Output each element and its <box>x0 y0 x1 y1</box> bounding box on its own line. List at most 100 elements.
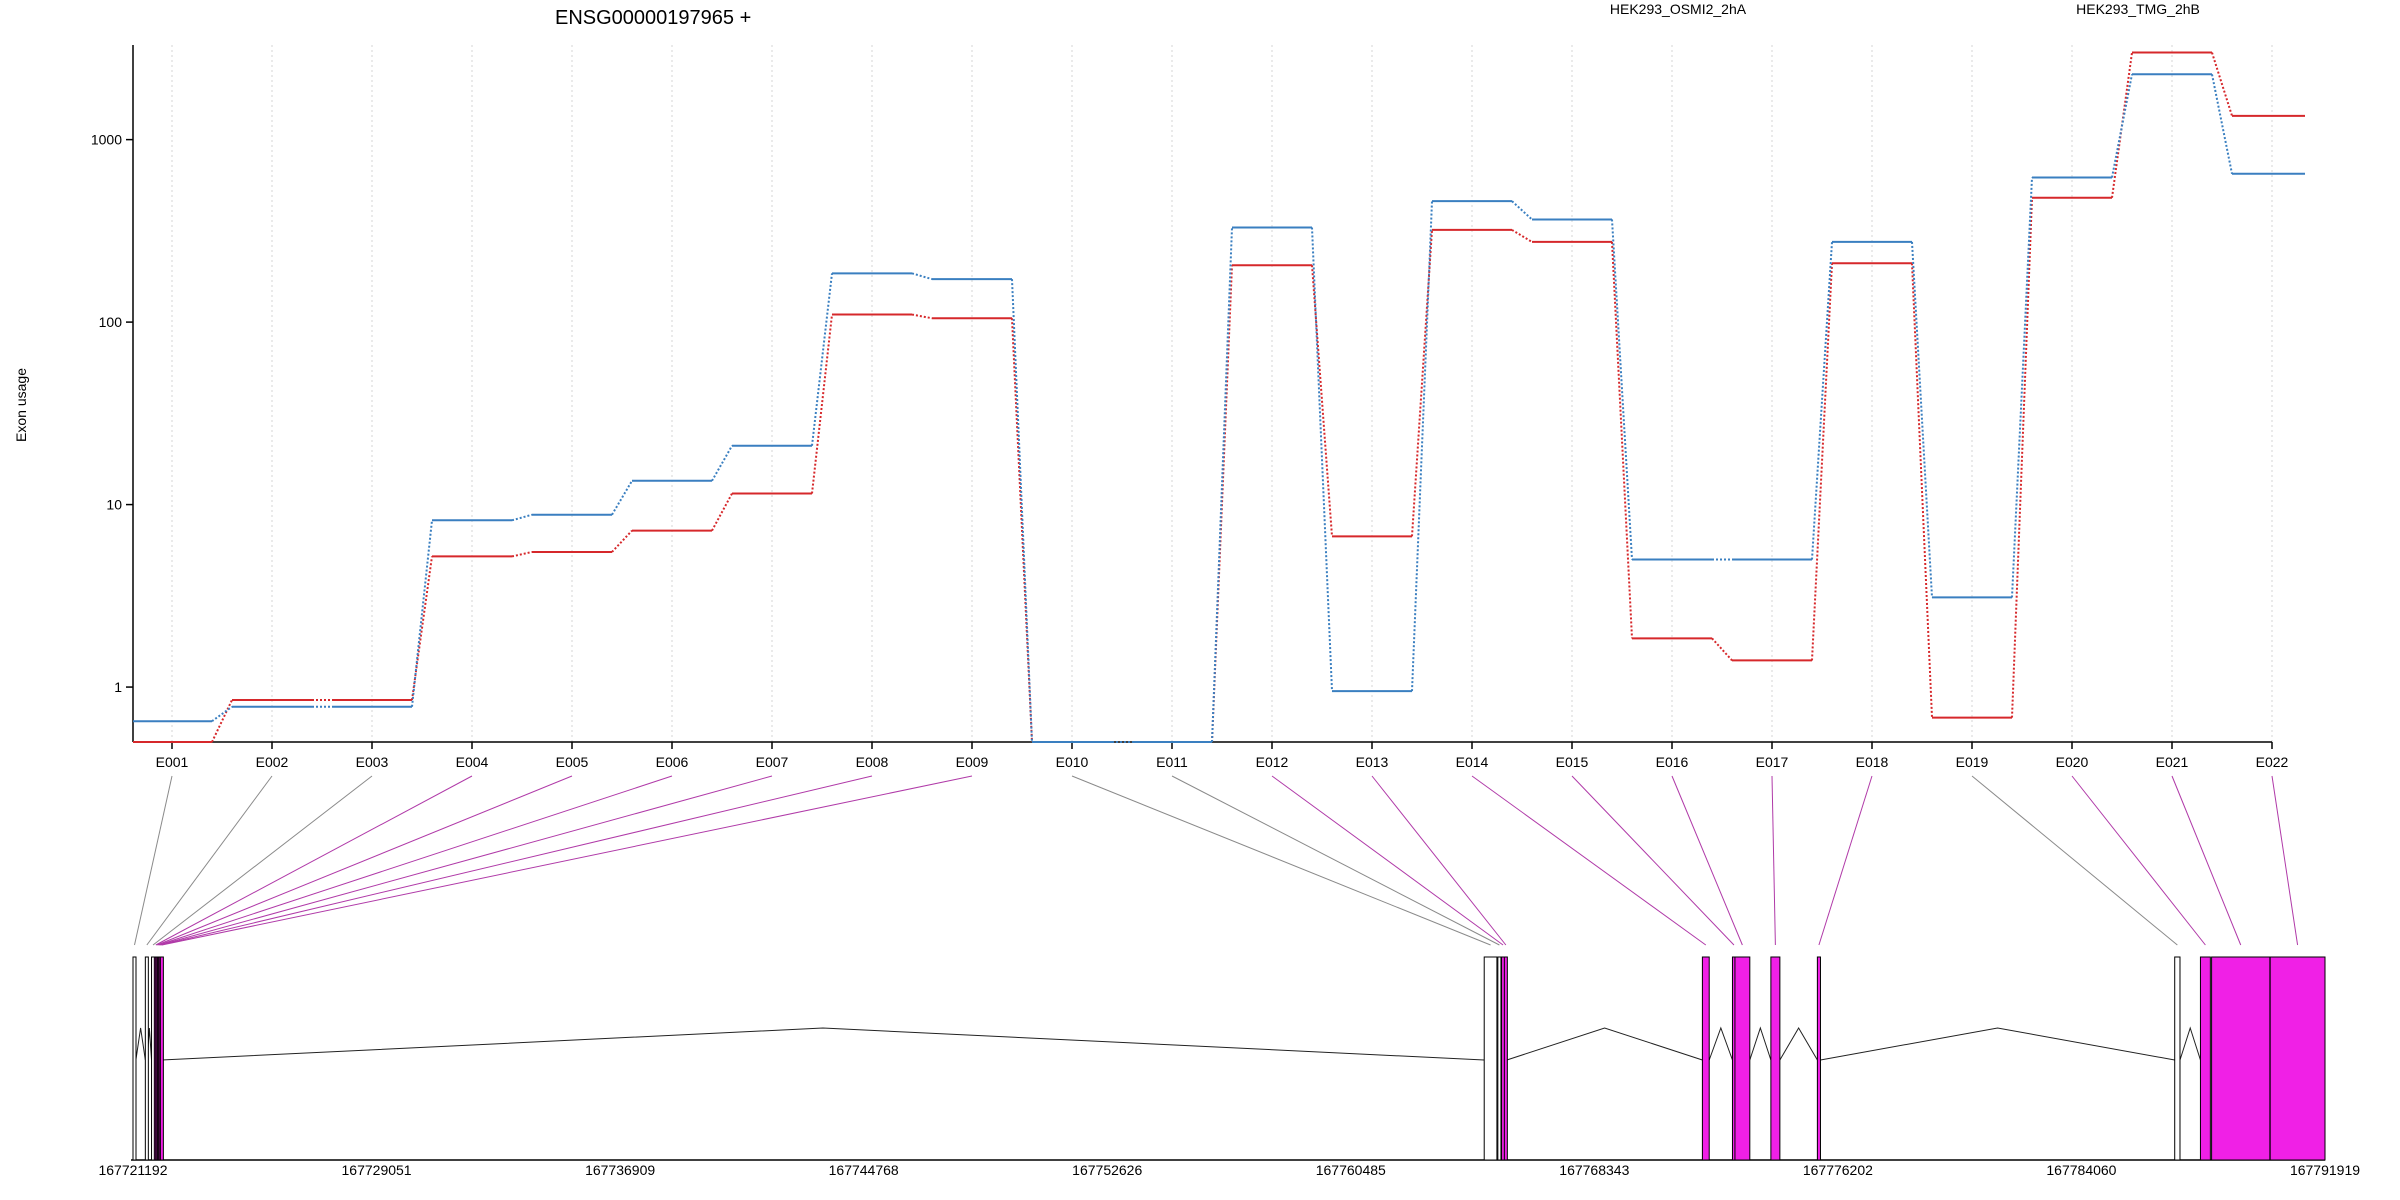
intron-E016 <box>1749 1026 1772 1061</box>
x-tick-label-E020: E020 <box>2056 754 2089 770</box>
series-0-link-E021 <box>2211 52 2233 117</box>
series-0 <box>133 51 2305 743</box>
series-1-link-E001 <box>211 705 233 723</box>
x-tick-label-E016: E016 <box>1656 754 1689 770</box>
intron-E019 <box>2179 1026 2201 1061</box>
intron-E018 <box>1820 1027 2175 1061</box>
series-0-link-E012 <box>1311 265 1333 537</box>
x-tick-label-E003: E003 <box>356 754 389 770</box>
series-1-link-E017 <box>1811 241 1833 560</box>
connector-E022 <box>2271 775 2299 946</box>
x-tick-label-E010: E010 <box>1056 754 1089 770</box>
x-tick-label-E012: E012 <box>1256 754 1289 770</box>
x-tick-label-E019: E019 <box>1956 754 1989 770</box>
x-tick-label-E005: E005 <box>556 754 589 770</box>
x-tick-label-E011: E011 <box>1156 754 1188 770</box>
exon-box-E010 <box>1483 956 1498 1161</box>
y-tick-label-1000: 1000 <box>91 132 122 148</box>
gene-coordinate-label-4: 167752626 <box>1072 1162 1142 1178</box>
series-1-link-E012 <box>1311 227 1333 692</box>
exon-box-E019 <box>2174 956 2181 1161</box>
connector-E008 <box>160 775 873 946</box>
series-0-link-E013 <box>1411 229 1433 537</box>
connector-E019 <box>1971 775 2178 946</box>
x-tick-label-E018: E018 <box>1856 754 1889 770</box>
series-1-link-E014 <box>1511 200 1533 221</box>
connector-E001 <box>134 775 173 946</box>
y-tick-label-100: 100 <box>99 314 123 330</box>
series-1-link-E007 <box>811 273 833 446</box>
series-1-link-E015 <box>1611 219 1633 560</box>
connector-E002 <box>146 775 273 946</box>
series-1-link-E018 <box>1911 241 1933 598</box>
series-1-link-E011 <box>1211 227 1233 743</box>
connector-E015 <box>1571 775 1735 946</box>
gene-coordinate-label-7: 167776202 <box>1803 1162 1873 1178</box>
series-1-link-E005 <box>611 480 633 516</box>
y-tick-label-10: 10 <box>106 497 122 513</box>
intron-E001 <box>135 1027 146 1061</box>
x-tick-label-E008: E008 <box>856 754 889 770</box>
exon-box-E014 <box>1701 956 1710 1161</box>
connector-E016 <box>1671 775 1743 946</box>
x-tick-label-E002: E002 <box>256 754 289 770</box>
series-0-link-E017 <box>1811 263 1833 661</box>
intron-E017 <box>1779 1027 1818 1061</box>
x-tick-label-E006: E006 <box>656 754 689 770</box>
x-tick-label-E021: E021 <box>2156 754 2189 770</box>
x-tick-label-E004: E004 <box>456 754 489 770</box>
series-0-link-E005 <box>611 529 633 553</box>
series-lines <box>133 51 2305 743</box>
grid <box>171 45 2273 742</box>
series-1-link-E008 <box>911 272 933 281</box>
exon-box-E002 <box>144 956 149 1161</box>
axes: 1 10 100 1000 E001 E002 E003 E004 E005 E006 E007 E0… <box>91 45 2289 770</box>
series-0-link-E015 <box>1611 241 1633 639</box>
series-0-link-E014 <box>1511 229 1533 243</box>
y-axis-label: Exon usage <box>13 368 29 442</box>
series-0-link-E001 <box>211 699 233 743</box>
chart-title: ENSG00000197965 + <box>555 7 751 29</box>
gene-coordinate-label-2: 167736909 <box>585 1162 655 1178</box>
intron-E013 <box>1506 1027 1703 1061</box>
gene-coordinate-label-0: 167721192 <box>98 1162 167 1178</box>
y-tick-label-1: 1 <box>114 679 122 695</box>
series-1-link-E020 <box>2111 74 2133 178</box>
gene-coordinate-label-3: 167744768 <box>829 1162 899 1178</box>
connector-E013 <box>1371 775 1507 946</box>
series-0-link-E019 <box>2011 197 2033 718</box>
series-0-link-E018 <box>1911 263 1933 718</box>
gene-model: 167721192 167729051 167736909 167744768 1677… <box>98 956 2360 1178</box>
gene-coordinate-label-6: 167768343 <box>1559 1162 1629 1178</box>
series-1-link-E006 <box>711 445 733 482</box>
series-1-link-E003 <box>411 520 433 707</box>
exon-box-E011 <box>1497 956 1502 1161</box>
exon-connectors <box>134 775 2299 946</box>
connector-E020 <box>2071 775 2206 946</box>
connector-E005 <box>157 775 573 946</box>
connector-E009 <box>161 775 973 946</box>
exon-box-E001 <box>132 956 137 1161</box>
connector-E006 <box>158 775 673 946</box>
exon-box-E022 <box>2269 956 2326 1161</box>
x-tick-label-E015: E015 <box>1556 754 1589 770</box>
x-tick-label-E001: E001 <box>156 754 189 770</box>
series-1-link-E013 <box>1411 201 1433 692</box>
series-0-link-E004 <box>511 550 533 558</box>
connector-E021 <box>2171 775 2242 946</box>
gene-coordinate-label-5: 167760485 <box>1316 1162 1386 1178</box>
connector-E017 <box>1771 775 1776 946</box>
exon-box-E013 <box>1503 956 1508 1161</box>
series-1-link-E019 <box>2011 177 2033 598</box>
intron-E009 <box>161 1027 1485 1061</box>
series-0-link-E006 <box>711 493 733 532</box>
exon-box-E021 <box>2211 956 2271 1161</box>
connector-E012 <box>1271 775 1504 946</box>
connector-E018 <box>1818 775 1873 946</box>
series-1-link-E021 <box>2211 74 2233 174</box>
series-1 <box>133 73 2305 743</box>
x-tick-label-E014: E014 <box>1456 754 1489 770</box>
connector-E010 <box>1071 775 1491 946</box>
x-tick-label-E009: E009 <box>956 754 989 770</box>
